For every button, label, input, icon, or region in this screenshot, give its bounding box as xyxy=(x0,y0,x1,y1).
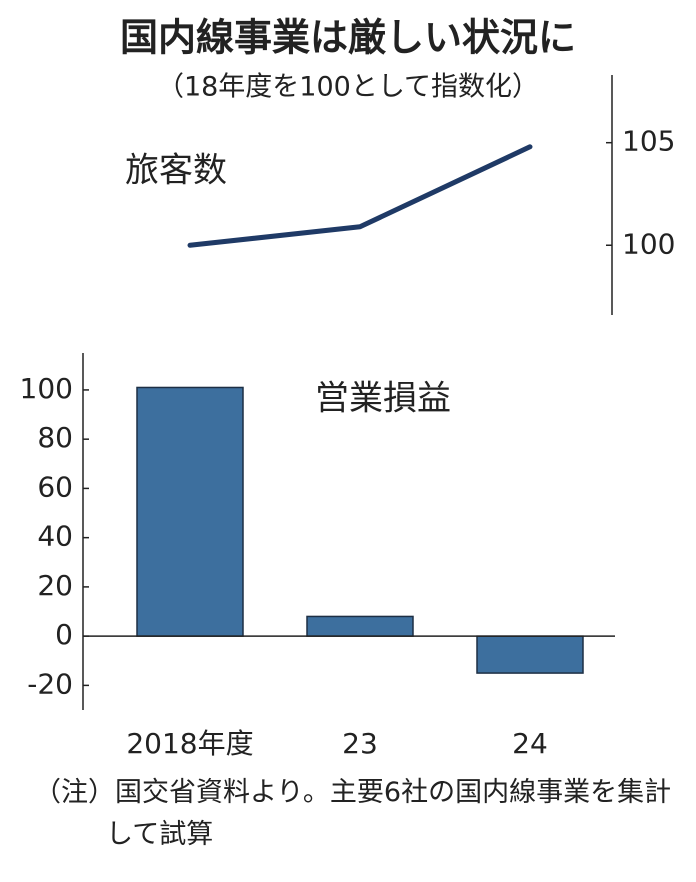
y-tick-label: 80 xyxy=(37,421,73,454)
x-tick-label: 24 xyxy=(512,727,548,760)
chart-title: 国内線事業は厳しい状況に xyxy=(120,16,576,60)
bar xyxy=(136,386,244,637)
y-tick-label: 40 xyxy=(37,520,73,553)
bar xyxy=(476,635,584,674)
series-label: 旅客数 xyxy=(125,151,227,191)
note: （注）国交省資料より。主要6社の国内線事業を集計して試算 xyxy=(34,777,672,850)
y-tick-label: 100 xyxy=(20,372,73,405)
y-tick-label: -20 xyxy=(27,667,73,700)
line xyxy=(187,144,533,248)
y-tick-label: 20 xyxy=(37,569,73,602)
x-tick-label: 2018年度 xyxy=(126,727,253,760)
x-tick-label: 23 xyxy=(342,727,378,760)
bar xyxy=(306,615,414,637)
series-label: 営業損益 xyxy=(315,379,451,419)
chart-subtitle: （18年度を100として指数化） xyxy=(157,72,539,103)
y-tick-label: 0 xyxy=(55,618,73,651)
chart: 国内線事業は厳しい状況に （18年度を100として指数化） 旅客数 営業損益 1… xyxy=(20,16,676,761)
y-tick-label: 105 xyxy=(622,125,675,158)
y-tick-label: 100 xyxy=(622,227,675,260)
y-tick-label: 60 xyxy=(37,470,73,503)
